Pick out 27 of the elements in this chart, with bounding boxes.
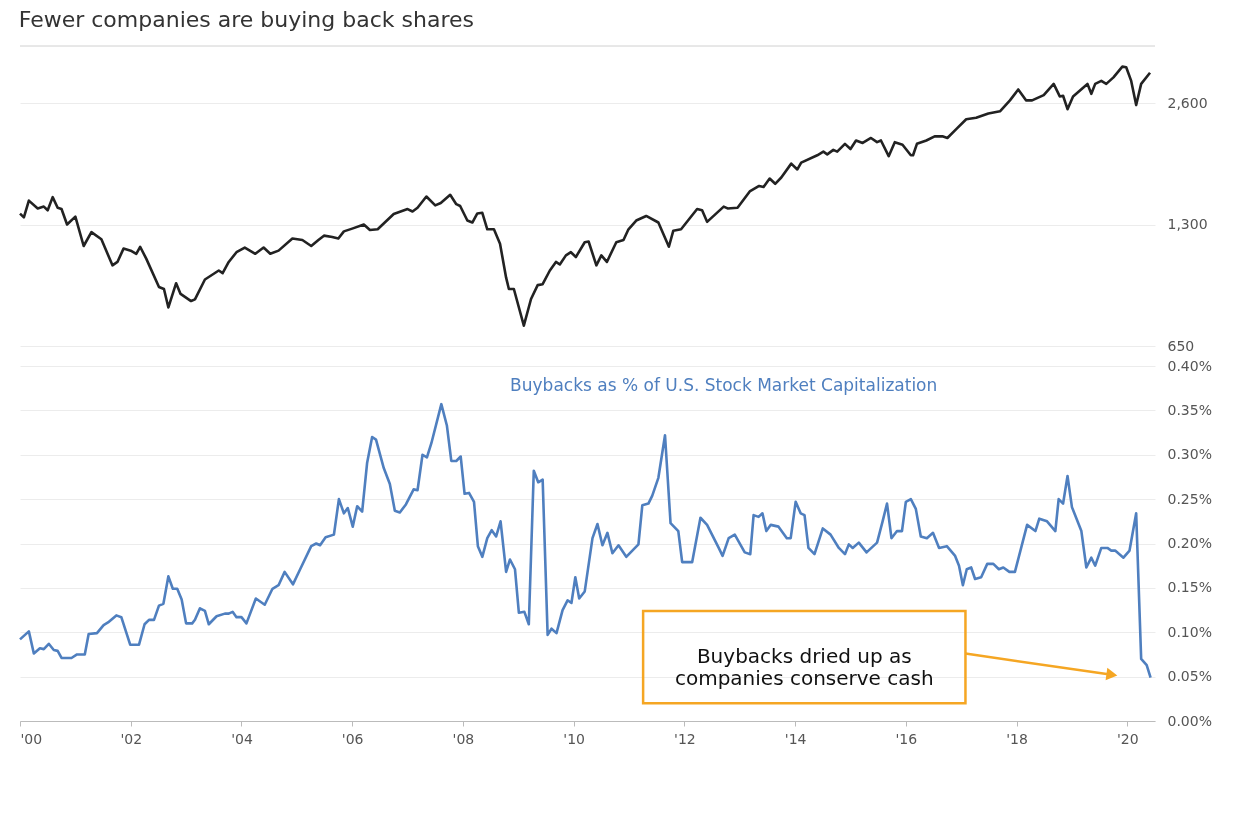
y-tick-label: 0.05% [1167, 668, 1212, 685]
y-tick-label: 0.20% [1167, 535, 1212, 551]
text: Buybacks as % of U.S. Stock Market Capitalization [510, 375, 938, 395]
x-tick-label: '08 [452, 730, 475, 747]
x-tick-label: '06 [341, 730, 364, 747]
x-tick-label: '00 [20, 730, 43, 747]
y-tick-label: 0.35% [1167, 401, 1212, 418]
y-tick-label: 1,300 [1167, 216, 1208, 233]
y-tick-label: 0.30% [1167, 446, 1212, 463]
x-tick-label: '04 [231, 730, 253, 747]
y-tick-label: 0.25% [1167, 490, 1212, 507]
x-tick-label: '14 [784, 730, 807, 747]
line-series [18, 65, 1152, 327]
x-tick-label: '16 [895, 730, 918, 747]
y-tick-label: 650 [1167, 337, 1195, 354]
y-tick-label: 0.15% [1167, 579, 1212, 596]
y-tick-label: 0.40% [1167, 357, 1212, 374]
y-tick-label: 2,600 [1167, 94, 1208, 111]
x-tick-label: '10 [563, 730, 585, 747]
x-tick-label: '20 [1116, 730, 1139, 747]
x-tick-label: '02 [120, 730, 143, 747]
x-tick-label: '18 [1006, 730, 1028, 747]
y-tick-label: 0.10% [1167, 623, 1212, 640]
x-tick-label: '12 [674, 730, 696, 747]
y-tick-label: 0.00% [1167, 712, 1212, 729]
annotation: Buybacks dried up as companies conserve cash [674, 644, 934, 691]
chart-title: Fewer companies are buying back shares [18, 6, 474, 32]
